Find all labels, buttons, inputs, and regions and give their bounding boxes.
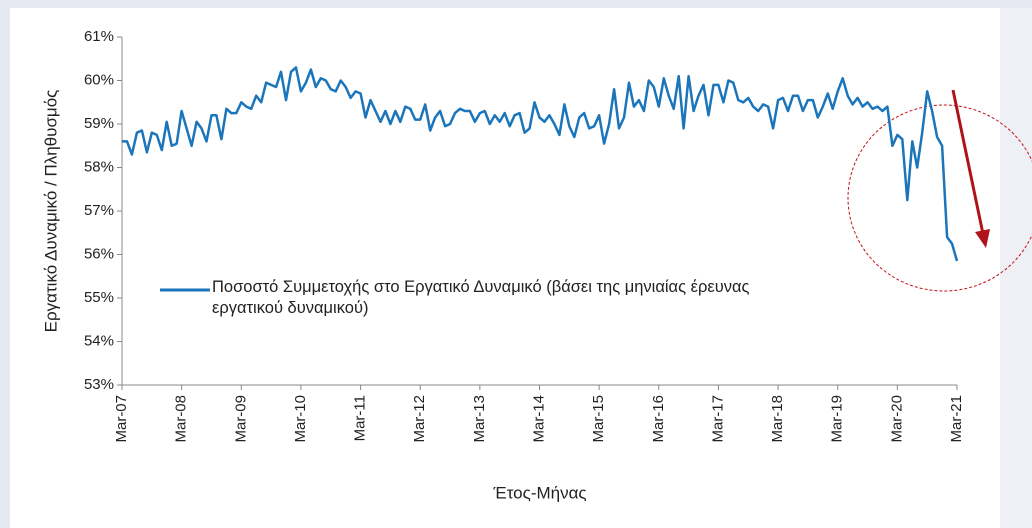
x-tick-label: Mar-15: [590, 395, 607, 443]
x-tick-label: Mar-12: [411, 395, 428, 443]
x-tick-label: Mar-07: [113, 395, 130, 443]
legend-label: Ποσοστό Συμμετοχής στο Εργατικό Δυναμικό…: [212, 278, 750, 317]
x-tick-label: Mar-13: [471, 395, 488, 443]
y-tick-label: 61%: [84, 28, 114, 45]
y-tick-label: 59%: [84, 115, 114, 132]
x-tick-label: Mar-21: [948, 395, 965, 443]
y-tick-label: 54%: [84, 332, 114, 349]
trend-arrow-head: [975, 229, 990, 248]
x-tick-label: Mar-18: [769, 395, 786, 443]
x-tick-label: Mar-17: [709, 395, 726, 443]
x-tick-label: Mar-11: [352, 395, 369, 441]
data-line: [122, 66, 959, 262]
x-tick-label: Mar-20: [888, 395, 905, 443]
y-tick-label: 57%: [84, 202, 114, 219]
y-tick-label: 55%: [84, 289, 114, 306]
trend-arrow: [951, 89, 985, 235]
y-tick-label: 60%: [84, 71, 114, 88]
y-tick-label: 56%: [84, 245, 114, 262]
x-tick-label: Mar-08: [173, 395, 190, 443]
x-tick-label: Mar-14: [530, 395, 547, 443]
x-tick-label: Mar-09: [232, 395, 249, 443]
y-axis-label: Εργατικό Δυναμικό / Πληθυσμός: [41, 90, 60, 333]
x-tick-label: Mar-19: [829, 395, 846, 443]
y-tick-label: 58%: [84, 158, 114, 175]
x-tick-label: Mar-16: [650, 395, 667, 443]
panel: [10, 8, 1000, 528]
x-axis-label: Έτος-Μήνας: [492, 483, 586, 502]
highlight-ellipse: [847, 104, 1032, 292]
side-strip: [1000, 8, 1032, 528]
y-tick-label: 53%: [84, 376, 114, 393]
x-tick-label: Mar-10: [292, 395, 309, 443]
